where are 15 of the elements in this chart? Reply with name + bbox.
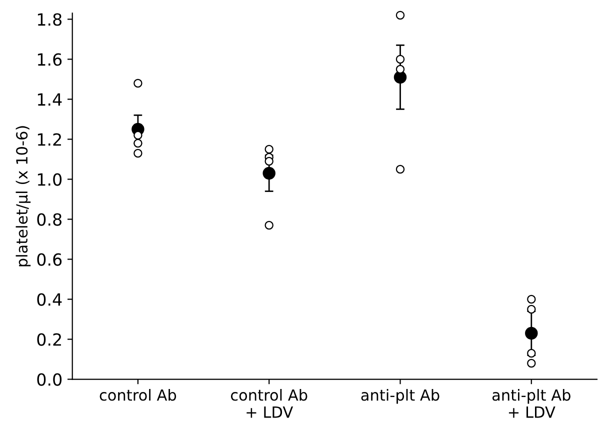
y-tick-label: 1.6: [38, 53, 62, 66]
x-tick-label: anti-plt Ab + LDV: [492, 388, 570, 418]
y-tick-label: 1.2: [38, 133, 61, 146]
x-tick-label: control Ab: [100, 388, 176, 401]
y-tick-label: 0.6: [37, 253, 62, 266]
y-tick-label: 0.4: [37, 293, 62, 306]
y-tick-label: 0.2: [37, 333, 61, 346]
y-tick-label: 0.0: [37, 373, 62, 386]
y-tick-label: 0.8: [37, 213, 62, 226]
x-tick-label: anti-plt Ab: [361, 388, 440, 404]
x-tick-label: control Ab + LDV: [230, 388, 308, 418]
y-tick-label: 1.4: [38, 93, 62, 106]
y-tick-label: 1.0: [38, 173, 62, 186]
y-axis-title: platelet/μl (x 10-6): [16, 126, 31, 266]
y-tick-label: 1.8: [38, 13, 62, 26]
